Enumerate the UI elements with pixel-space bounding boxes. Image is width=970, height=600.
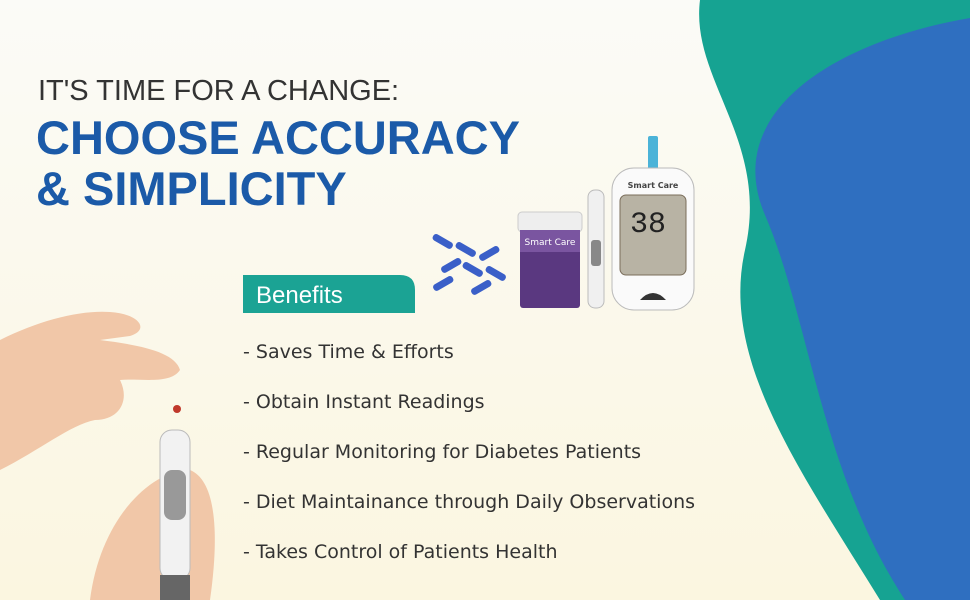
lancing-device <box>587 189 605 309</box>
meter-reading: 38 <box>630 208 666 242</box>
title-line: CHOOSE ACCURACY <box>36 111 520 164</box>
lancet-pen <box>159 429 191 600</box>
strip-bottle: Smart Care <box>517 211 583 308</box>
title-line: & SIMPLICITY <box>36 162 347 215</box>
benefit-item: - Regular Monitoring for Diabetes Patien… <box>243 441 641 463</box>
lancets <box>432 234 506 295</box>
meter-label: Smart Care <box>628 181 679 190</box>
benefit-item: - Obtain Instant Readings <box>243 391 485 413</box>
bottle-label: Smart Care <box>525 238 576 248</box>
benefits-tag <box>243 275 415 313</box>
benefit-item: - Diet Maintainance through Daily Observ… <box>243 491 695 513</box>
kicker: IT'S TIME FOR A CHANGE: <box>38 75 399 107</box>
blue-wave <box>755 18 970 600</box>
benefit-item: - Takes Control of Patients Health <box>243 541 558 563</box>
glucose-meter: Smart Care 38 <box>611 136 695 311</box>
benefits-heading: Benefits <box>256 282 343 309</box>
benefit-item: - Saves Time & Efforts <box>243 341 454 363</box>
benefit-list: - Saves Time & Efforts - Obtain Instant R… <box>243 341 695 563</box>
